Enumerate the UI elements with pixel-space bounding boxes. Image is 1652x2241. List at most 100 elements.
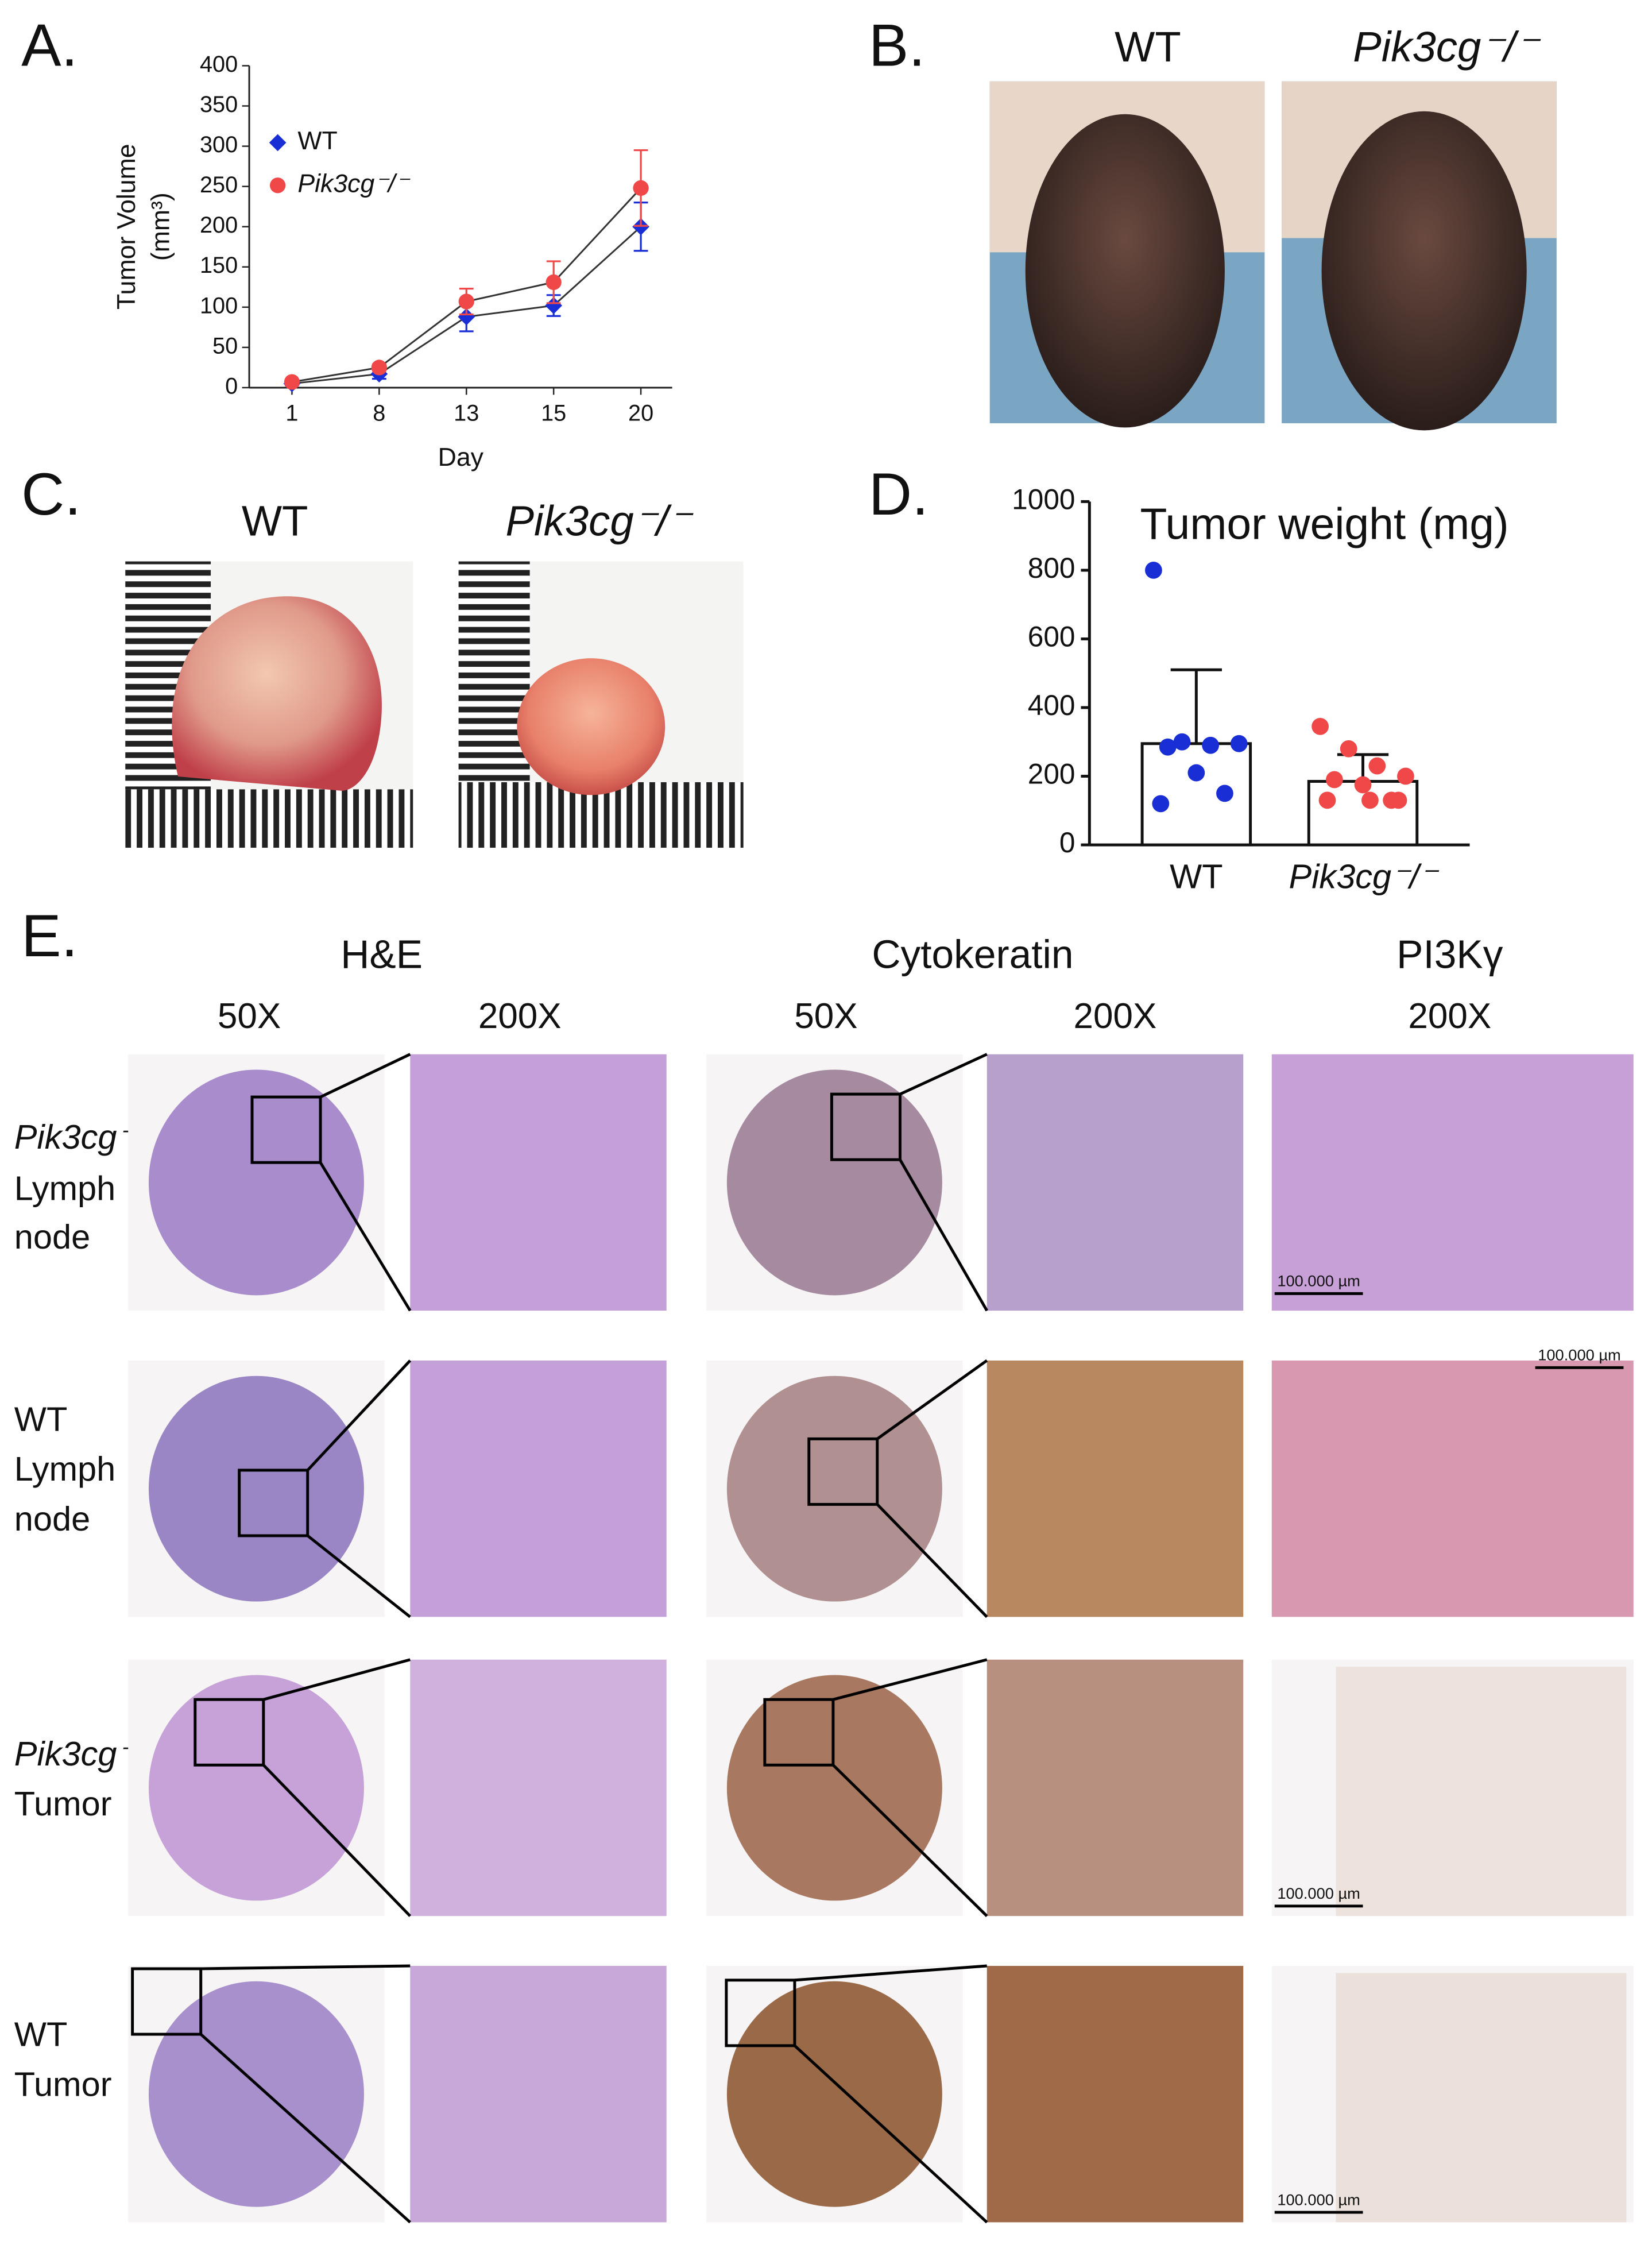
- panel-letter: C.: [21, 461, 81, 528]
- zoom-line: [200, 2033, 411, 2224]
- zoom-box: [763, 1698, 835, 1767]
- y-tick-label: 350: [200, 92, 238, 117]
- zoom-box: [131, 1967, 203, 2036]
- row-label: WT: [14, 1400, 68, 1438]
- magnification: 50X: [794, 996, 857, 1036]
- data-point: [1187, 764, 1205, 782]
- data-point: [1361, 791, 1379, 809]
- tissue: [726, 1375, 942, 1602]
- data-point: [1202, 736, 1220, 754]
- scale-label: 100.000 µm: [1277, 2190, 1360, 2208]
- photo-label: WT: [1115, 23, 1181, 71]
- y-axis-label: Tumor Volume: [113, 144, 141, 310]
- zoom-line: [832, 1764, 988, 1917]
- x-tick-label: Pik3cg⁻/⁻: [1289, 857, 1440, 895]
- row-label: Lymph: [14, 1450, 115, 1488]
- zoom-line: [263, 1658, 411, 1701]
- tissue: [148, 1375, 364, 1602]
- zoom-line: [899, 1158, 988, 1312]
- micrograph: [986, 1659, 1244, 1917]
- data-point: [1390, 791, 1407, 809]
- panel-letter: A.: [21, 13, 78, 79]
- zoom-line: [876, 1359, 988, 1440]
- ruler: [125, 789, 413, 848]
- legend-label: Pik3cg⁻/⁻: [297, 170, 411, 198]
- tissue: [1336, 1973, 1627, 2223]
- micrograph: [986, 1360, 1244, 1617]
- y-tick-label: 0: [1059, 826, 1075, 859]
- x-tick-label: 15: [541, 401, 566, 426]
- column-header: Cytokeratin: [872, 932, 1073, 976]
- data-point: [1311, 717, 1329, 735]
- tissue: [726, 1981, 942, 2207]
- micrograph: [410, 1965, 667, 2223]
- zoom-box: [250, 1095, 322, 1164]
- legend-marker: [269, 134, 287, 152]
- y-tick-label: 300: [200, 132, 238, 157]
- photo-label: Pik3cg⁻/⁻: [505, 497, 694, 545]
- micrograph: [1271, 1360, 1634, 1617]
- data-point: [1216, 785, 1233, 802]
- data-point: [1230, 735, 1248, 752]
- x-tick-label: 8: [373, 401, 385, 426]
- y-tick-label: 200: [200, 212, 238, 238]
- zoom-line: [794, 2045, 988, 2224]
- mouse: [1025, 114, 1225, 428]
- magnification: 50X: [218, 996, 281, 1036]
- zoom-line: [876, 1503, 988, 1618]
- zoom-line: [200, 1964, 411, 1970]
- zoom-line: [306, 1359, 412, 1471]
- y-tick-label: 0: [225, 373, 238, 399]
- y-tick-label: 100: [200, 293, 238, 318]
- y-tick-label: 50: [212, 333, 238, 358]
- micrograph: [986, 1054, 1244, 1311]
- tissue: [726, 1069, 942, 1296]
- row-label: Tumor: [14, 2065, 112, 2104]
- y-tick-label: 600: [1028, 621, 1075, 653]
- row-label: node: [14, 1218, 90, 1256]
- zoom-line: [319, 1161, 412, 1312]
- micrograph: [410, 1360, 667, 1617]
- tissue: [148, 1675, 364, 1901]
- tumor: [517, 658, 666, 795]
- zoom-line: [262, 1764, 412, 1917]
- column-header: PI3Kγ: [1396, 932, 1503, 976]
- tissue: [726, 1675, 942, 1901]
- x-tick-label: 13: [454, 401, 479, 426]
- bar: [1140, 742, 1252, 847]
- micrograph: [986, 1965, 1244, 2223]
- tumor: [172, 596, 382, 791]
- photo-label: Pik3cg⁻/⁻: [1353, 23, 1541, 71]
- ruler: [458, 561, 530, 782]
- micrograph: [410, 1659, 667, 1917]
- data-point: [1326, 771, 1343, 789]
- marker: [371, 360, 387, 376]
- tissue: [148, 1069, 364, 1296]
- zoom-box: [725, 1979, 796, 2047]
- zoom-box: [238, 1469, 309, 1537]
- data-point: [1354, 776, 1372, 794]
- y-tick-label: 1000: [1012, 483, 1075, 515]
- marker: [545, 274, 562, 291]
- tissue: [1336, 1667, 1627, 1917]
- marker: [633, 180, 649, 196]
- photo-label: WT: [242, 497, 308, 545]
- y-tick-label: 400: [200, 52, 238, 77]
- marker: [545, 297, 563, 314]
- chart-title: Tumor weight (mg): [1140, 499, 1508, 548]
- magnification: 200X: [1408, 996, 1491, 1036]
- y-tick-label: 800: [1028, 552, 1075, 584]
- zoom-line: [833, 1658, 988, 1701]
- x-tick-label: WT: [1170, 857, 1223, 895]
- scale-label: 100.000 µm: [1538, 1346, 1621, 1364]
- error-bar: [1170, 668, 1222, 744]
- x-axis-label: Day: [438, 443, 484, 472]
- scale-label: 100.000 µm: [1277, 1272, 1360, 1290]
- series-line: [292, 187, 642, 383]
- data-point: [1145, 562, 1162, 579]
- data-point: [1159, 738, 1177, 756]
- zoom-line: [319, 1053, 411, 1099]
- panel-letter: E.: [21, 903, 78, 969]
- micrograph: [410, 1054, 667, 1311]
